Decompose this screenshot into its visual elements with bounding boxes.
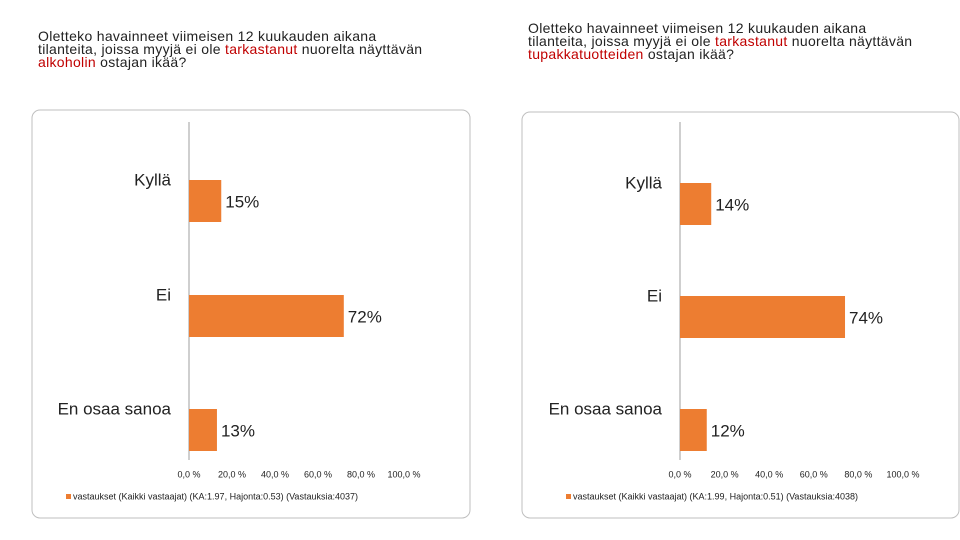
bar xyxy=(680,409,707,451)
title-segment: tarkastanut xyxy=(225,41,298,57)
x-tick-label: 80,0 % xyxy=(347,469,375,479)
title-segment: nuorelta näyttävän xyxy=(787,33,913,49)
title-segment: alkoholin xyxy=(38,54,96,70)
x-tick-label: 60,0 % xyxy=(304,469,332,479)
title-segment: nuorelta näyttävän xyxy=(297,41,423,57)
category-label: En osaa sanoa xyxy=(549,399,663,418)
category-label: En osaa sanoa xyxy=(58,399,172,418)
chart-title: Oletteko havainneet viimeisen 12 kuukaud… xyxy=(38,28,438,70)
x-tick-label: 0,0 % xyxy=(177,469,200,479)
value-label: 12% xyxy=(711,421,745,440)
x-tick-label: 100,0 % xyxy=(387,469,420,479)
legend-swatch xyxy=(566,494,571,499)
title-segment: Oletteko havainneet viimeisen 12 kuukaud… xyxy=(38,28,377,57)
x-tick-label: 40,0 % xyxy=(261,469,289,479)
x-tick-label: 80,0 % xyxy=(844,469,872,479)
bar xyxy=(189,295,344,337)
category-label: Ei xyxy=(156,285,171,304)
category-label: Kyllä xyxy=(134,170,171,189)
category-label: Kyllä xyxy=(625,173,662,192)
x-tick-label: 0,0 % xyxy=(668,469,691,479)
legend-swatch xyxy=(66,494,71,499)
title-segment: ostajan ikää? xyxy=(95,54,187,70)
title-segment: tarkastanut xyxy=(715,33,788,49)
value-label: 13% xyxy=(221,421,255,440)
x-tick-label: 20,0 % xyxy=(218,469,246,479)
bar xyxy=(189,180,222,222)
x-tick-label: 100,0 % xyxy=(886,469,919,479)
title-segment: ostajan ikää? xyxy=(643,46,735,62)
title-segment: tupakkatuotteiden xyxy=(528,46,644,62)
bar xyxy=(189,409,217,451)
legend-label: vastaukset (Kaikki vastaajat) (KA:1.97, … xyxy=(73,491,358,501)
chart-title: Oletteko havainneet viimeisen 12 kuukaud… xyxy=(528,20,928,62)
legend-label: vastaukset (Kaikki vastaajat) (KA:1.99, … xyxy=(573,491,858,501)
bar xyxy=(680,183,712,225)
value-label: 74% xyxy=(849,308,883,327)
x-tick-label: 40,0 % xyxy=(755,469,783,479)
chart-frame xyxy=(521,111,960,519)
chart-frame xyxy=(31,109,471,519)
bar xyxy=(680,296,846,338)
x-tick-label: 60,0 % xyxy=(800,469,828,479)
value-label: 15% xyxy=(225,192,259,211)
category-label: Ei xyxy=(647,286,662,305)
x-tick-label: 20,0 % xyxy=(711,469,739,479)
value-label: 72% xyxy=(348,307,382,326)
value-label: 14% xyxy=(715,195,749,214)
title-segment: Oletteko havainneet viimeisen 12 kuukaud… xyxy=(528,20,867,49)
